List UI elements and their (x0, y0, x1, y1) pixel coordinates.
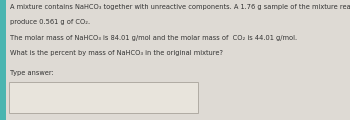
Text: produce 0.561 g of CO₂.: produce 0.561 g of CO₂. (10, 19, 91, 25)
Bar (0, 0, 6, 120)
Text: What is the percent by mass of NaHCO₃ in the original mixture?: What is the percent by mass of NaHCO₃ in… (10, 50, 224, 56)
FancyBboxPatch shape (9, 82, 198, 113)
Text: Type answer:: Type answer: (10, 70, 54, 76)
Text: The molar mass of NaHCO₃ is 84.01 g/mol and the molar mass of  CO₂ is 44.01 g/mo: The molar mass of NaHCO₃ is 84.01 g/mol … (10, 35, 298, 41)
Text: A mixture contains NaHCO₃ together with unreactive components. A 1.76 g sample o: A mixture contains NaHCO₃ together with … (10, 4, 350, 10)
